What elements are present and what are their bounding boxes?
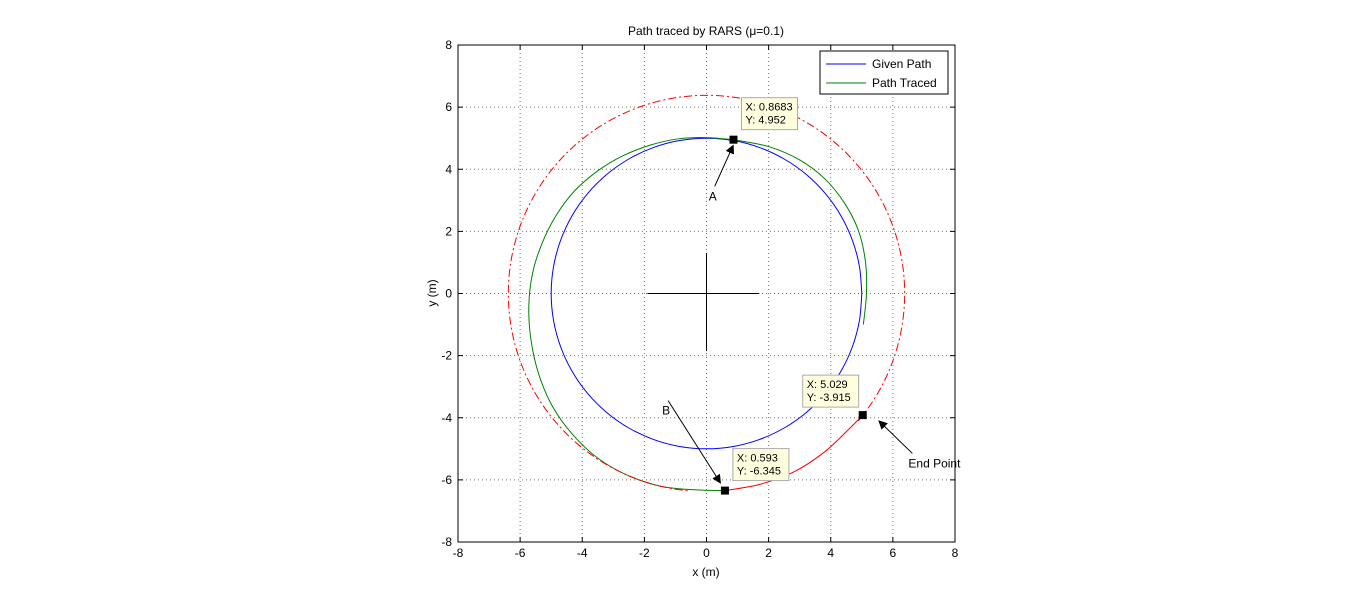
series-line-aux-2 [733, 139, 868, 325]
x-tick-label: 8 [952, 546, 959, 560]
y-axis-label: y (m) [425, 279, 439, 306]
y-tick-label: -2 [441, 349, 452, 363]
axis-ticks: -8 -6 -4 -2 0 2 4 6 8 -8 -6 -4 -2 0 2 4 6 8 [441, 38, 958, 560]
legend-box [819, 50, 949, 95]
x-tick-label: 4 [827, 546, 834, 560]
chart-title: Path traced by RARS (μ=0.1) [628, 24, 784, 38]
annotation-arrow [714, 144, 734, 187]
y-tick-label: -4 [441, 411, 452, 425]
series-line-aux-3 [507, 94, 906, 492]
datatip-y: Y: -6.345 [737, 466, 781, 478]
x-tick-label: -8 [453, 546, 464, 560]
y-tick-label: -6 [441, 473, 452, 487]
y-tick-label: 4 [445, 162, 452, 176]
datatip-marker[interactable] [729, 135, 738, 144]
series-group [507, 94, 906, 492]
plot-frame [457, 44, 956, 543]
datatip-box [740, 97, 798, 131]
datatip-x: X: 0.593 [737, 453, 778, 465]
x-tick-label: 2 [765, 546, 772, 560]
y-tick-label: 8 [445, 38, 452, 52]
datatip-marker[interactable] [858, 411, 867, 420]
annotation-label: End Point [908, 456, 961, 470]
y-tick-label: 2 [445, 224, 452, 238]
annotation-arrow [667, 400, 721, 484]
x-tick-label: 6 [890, 546, 897, 560]
annotation-arrow [878, 420, 913, 454]
annotation-label: B [662, 404, 670, 418]
datatip-y: Y: -3.915 [807, 392, 851, 404]
x-tick-label: 0 [703, 546, 710, 560]
legend-label-path-traced: Path Traced [872, 76, 937, 90]
datatip-marker[interactable] [720, 486, 729, 495]
datatip-x: X: 0.8683 [745, 102, 792, 114]
datatip-box [732, 448, 790, 482]
x-tick-label: -4 [577, 546, 588, 560]
legend-label-given-path: Given Path [872, 57, 931, 71]
x-tick-label: -2 [639, 546, 650, 560]
series-line-given-path [550, 137, 863, 450]
annotation-label: A [709, 189, 717, 203]
x-axis-label: x (m) [692, 565, 719, 579]
annotations-group: A B End Point [662, 144, 961, 484]
x-tick-label: -6 [515, 546, 526, 560]
datatip-y: Y: 4.952 [745, 115, 785, 127]
y-tick-label: -8 [441, 535, 452, 549]
datatip-x: X: 5.029 [807, 379, 848, 391]
legend[interactable]: Given Path Path Traced [819, 50, 949, 95]
y-tick-label: 6 [445, 100, 452, 114]
datatip-box [802, 374, 860, 408]
series-line-aux-4 [724, 414, 864, 492]
y-tick-label: 0 [445, 287, 452, 301]
